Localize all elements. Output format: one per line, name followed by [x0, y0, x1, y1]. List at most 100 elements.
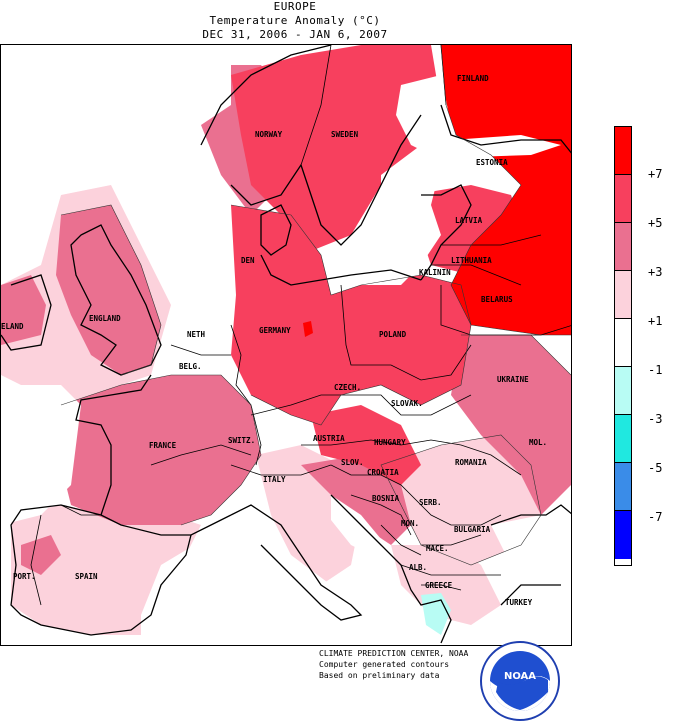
label-croatia: CROATIA — [367, 468, 399, 477]
coast-denmark — [260, 204, 292, 256]
border-line — [340, 284, 472, 381]
country-labels: FINLAND NORWAY SWEDEN ESTONIA LATVIA LIT… — [1, 74, 547, 607]
sea-atlantic — [1, 385, 81, 525]
label-slovenia: SLOV. — [341, 458, 364, 467]
label-england: ENGLAND — [89, 314, 121, 323]
sea-bothnia — [396, 75, 451, 155]
contours — [60, 45, 571, 566]
legend-swatch-plus1-3 — [615, 271, 631, 319]
border-line — [250, 394, 472, 416]
label-austria: AUSTRIA — [313, 434, 345, 443]
coast-britain — [70, 224, 162, 376]
label-poland: POLAND — [379, 330, 407, 339]
border-line — [330, 464, 502, 526]
coast-iberia — [10, 504, 192, 636]
label-estonia: ESTONIA — [476, 158, 508, 167]
coast-germany-poland — [260, 254, 422, 286]
legend-label-plus5: +5 — [648, 216, 663, 230]
zone-plus1 — [11, 505, 201, 635]
noaa-logo-text: NOAA — [504, 671, 536, 682]
map-title-block: EUROPE Temperature Anomaly (°C) DEC 31, … — [0, 0, 590, 42]
zone-plus3 — [451, 335, 571, 515]
legend-swatch-minus7-below — [615, 511, 631, 559]
legend-label-minus3: -3 — [648, 412, 663, 426]
label-montenegro: MON. — [401, 519, 419, 528]
coast-france — [75, 374, 232, 536]
label-norway: NORWAY — [255, 130, 283, 139]
border-line — [230, 464, 332, 476]
color-legend — [614, 126, 632, 566]
legend-label-minus5: -5 — [648, 461, 663, 475]
contour-line — [380, 434, 542, 566]
label-turkey: TURKEY — [505, 598, 533, 607]
anomaly-map: FINLAND NORWAY SWEDEN ESTONIA LATVIA LIT… — [1, 45, 571, 645]
zone-plus1 — [391, 545, 501, 625]
zone-plus5 — [311, 405, 421, 485]
credits-block: CLIMATE PREDICTION CENTER, NOAA Computer… — [319, 648, 468, 681]
border-line — [350, 494, 501, 591]
label-macedonia: MACE. — [426, 544, 449, 553]
legend-label-plus3: +3 — [648, 265, 663, 279]
legend-label-plus1: +1 — [648, 314, 663, 328]
label-sweden: SWEDEN — [331, 130, 359, 139]
legend-swatch-plus3-5 — [615, 223, 631, 271]
legend-swatch-plus5-7 — [615, 175, 631, 223]
label-spain: SPAIN — [75, 572, 98, 581]
map-subtitle: Temperature Anomaly (°C) — [209, 14, 381, 27]
contour-line — [60, 374, 262, 526]
label-denmark: DEN — [241, 256, 255, 265]
label-ukraine: UKRAINE — [497, 375, 529, 384]
coast-italy — [230, 504, 363, 621]
legend-swatch-minus5-7 — [615, 463, 631, 511]
legend-swatch-minus3-5 — [615, 415, 631, 463]
label-germany: GERMANY — [259, 326, 291, 335]
label-slovakia: SLOVAK. — [391, 399, 423, 408]
label-greece: GREECE — [425, 581, 453, 590]
label-italy: ITALY — [263, 475, 286, 484]
label-netherlands: NETH — [187, 330, 206, 339]
legend-label-minus7: -7 — [648, 510, 663, 524]
zone-plus3 — [1, 275, 46, 345]
legend-swatch-neutral — [615, 319, 631, 367]
credits-line-2: Computer generated contours — [319, 660, 450, 669]
border-line — [300, 45, 332, 166]
label-moldova: MOL. — [529, 438, 547, 447]
label-albania: ALB. — [409, 563, 427, 572]
contour-line — [461, 334, 571, 376]
zone-plus7 — [441, 45, 571, 335]
label-bosnia: BOSNIA — [372, 494, 400, 503]
contour-line — [60, 204, 162, 376]
label-france: FRANCE — [149, 441, 177, 450]
zone-plus5 — [231, 205, 471, 425]
credits-line-3: Based on preliminary data — [319, 671, 440, 680]
legend-swatch-minus1-3 — [615, 367, 631, 415]
coast-finland — [440, 104, 571, 154]
zone-plus3 — [56, 205, 161, 375]
zone-plus5 — [231, 45, 441, 255]
label-latvia: LATVIA — [455, 216, 483, 225]
border-line — [301, 439, 522, 476]
coast-ireland — [1, 274, 52, 351]
coast-black-sea — [490, 504, 571, 606]
sea-baltic — [341, 145, 441, 285]
coastlines — [1, 45, 571, 644]
contour-line — [440, 45, 571, 336]
sea-north — [61, 45, 231, 245]
label-portugal: PORT. — [13, 572, 36, 581]
map-period: DEC 31, 2006 - JAN 6, 2007 — [202, 28, 388, 41]
label-belgium: BELG. — [179, 362, 202, 371]
credits-line-1: CLIMATE PREDICTION CENTER, NOAA — [319, 649, 469, 658]
legend-label-plus7: +7 — [648, 167, 663, 181]
label-belarus: BELARUS — [481, 295, 513, 304]
legend-label-minus1: -1 — [648, 363, 663, 377]
label-ireland: ELAND — [1, 322, 24, 331]
sea-black — [491, 515, 571, 585]
zone-plus7 — [303, 321, 313, 337]
label-hungary: HUNGARY — [374, 438, 406, 447]
legend-swatch-plus7-above — [615, 127, 631, 175]
zone-plus3 — [301, 455, 411, 545]
label-serbia: SERB. — [419, 498, 442, 507]
border-line — [150, 444, 252, 466]
noaa-logo: NOAA — [480, 641, 560, 721]
coast-balkans — [330, 494, 452, 644]
